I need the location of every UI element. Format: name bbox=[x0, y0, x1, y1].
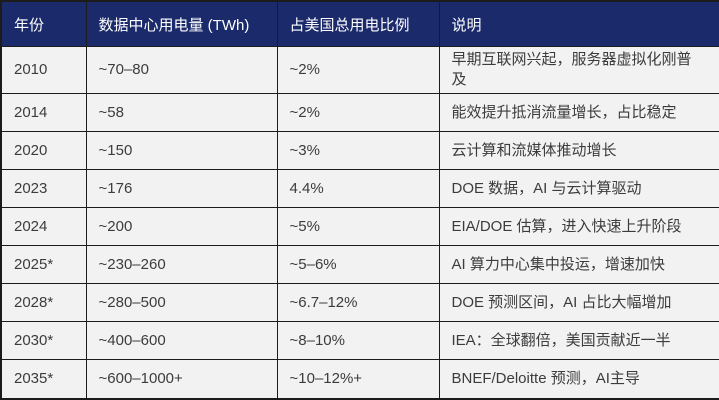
table-row: 2035* ~600–1000+ ~10–12%+ BNEF/Deloitte … bbox=[0, 359, 719, 400]
cell-note: IEA：全球翻倍，美国贡献近一半 bbox=[438, 321, 719, 361]
cell-consumption: ~600–1000+ bbox=[85, 359, 278, 400]
cell-share: ~2% bbox=[276, 92, 440, 133]
table-row: 2024 ~200 ~5% EIA/DOE 估算，进入快速上升阶段 bbox=[0, 207, 719, 247]
column-header-consumption: 数据中心用电量 (TWh) bbox=[85, 0, 278, 47]
cell-year: 2024 bbox=[0, 207, 87, 247]
column-header-year: 年份 bbox=[0, 0, 87, 47]
cell-year: 2035* bbox=[0, 359, 87, 400]
table-row: 2014 ~58 ~2% 能效提升抵消流量增长，占比稳定 bbox=[0, 92, 719, 133]
table-row: 2020 ~150 ~3% 云计算和流媒体推动增长 bbox=[0, 131, 719, 171]
cell-share: ~8–10% bbox=[276, 321, 440, 361]
table-header-row: 年份 数据中心用电量 (TWh) 占美国总用电比例 说明 bbox=[0, 0, 719, 47]
cell-consumption: ~58 bbox=[85, 92, 278, 133]
cell-year: 2010 bbox=[0, 46, 87, 94]
cell-note: DOE 数据，AI 与云计算驱动 bbox=[438, 169, 719, 209]
table-row: 2030* ~400–600 ~8–10% IEA：全球翻倍，美国贡献近一半 bbox=[0, 321, 719, 361]
cell-year: 2028* bbox=[0, 283, 87, 323]
cell-year: 2014 bbox=[0, 92, 87, 133]
cell-consumption: ~176 bbox=[85, 169, 278, 209]
cell-consumption: ~200 bbox=[85, 207, 278, 247]
cell-share: ~5–6% bbox=[276, 245, 440, 285]
cell-year: 2030* bbox=[0, 321, 87, 361]
cell-consumption: ~280–500 bbox=[85, 283, 278, 323]
cell-note: 云计算和流媒体推动增长 bbox=[438, 131, 719, 171]
table-row: 2025* ~230–260 ~5–6% AI 算力中心集中投运，增速加快 bbox=[0, 245, 719, 285]
cell-consumption: ~70–80 bbox=[85, 46, 278, 94]
cell-share: ~6.7–12% bbox=[276, 283, 440, 323]
cell-consumption: ~400–600 bbox=[85, 321, 278, 361]
cell-year: 2020 bbox=[0, 131, 87, 171]
cell-note: AI 算力中心集中投运，增速加快 bbox=[438, 245, 719, 285]
cell-note: DOE 预测区间，AI 占比大幅增加 bbox=[438, 283, 719, 323]
table-row: 2028* ~280–500 ~6.7–12% DOE 预测区间，AI 占比大幅… bbox=[0, 283, 719, 323]
column-header-share: 占美国总用电比例 bbox=[276, 0, 440, 47]
cell-note: EIA/DOE 估算，进入快速上升阶段 bbox=[438, 207, 719, 247]
cell-share: ~3% bbox=[276, 131, 440, 171]
table-row: 2023 ~176 4.4% DOE 数据，AI 与云计算驱动 bbox=[0, 169, 719, 209]
column-header-note: 说明 bbox=[438, 0, 719, 47]
table-row: 2010 ~70–80 ~2% 早期互联网兴起，服务器虚拟化刚普及 bbox=[0, 46, 719, 94]
cell-consumption: ~150 bbox=[85, 131, 278, 171]
cell-share: ~5% bbox=[276, 207, 440, 247]
cell-share: 4.4% bbox=[276, 169, 440, 209]
cell-note: 早期互联网兴起，服务器虚拟化刚普及 bbox=[438, 46, 719, 94]
cell-consumption: ~230–260 bbox=[85, 245, 278, 285]
cell-year: 2025* bbox=[0, 245, 87, 285]
cell-note: BNEF/Deloitte 预测，AI主导 bbox=[438, 359, 719, 400]
cell-share: ~10–12%+ bbox=[276, 359, 440, 400]
cell-year: 2023 bbox=[0, 169, 87, 209]
cell-share: ~2% bbox=[276, 46, 440, 94]
cell-note: 能效提升抵消流量增长，占比稳定 bbox=[438, 92, 719, 133]
